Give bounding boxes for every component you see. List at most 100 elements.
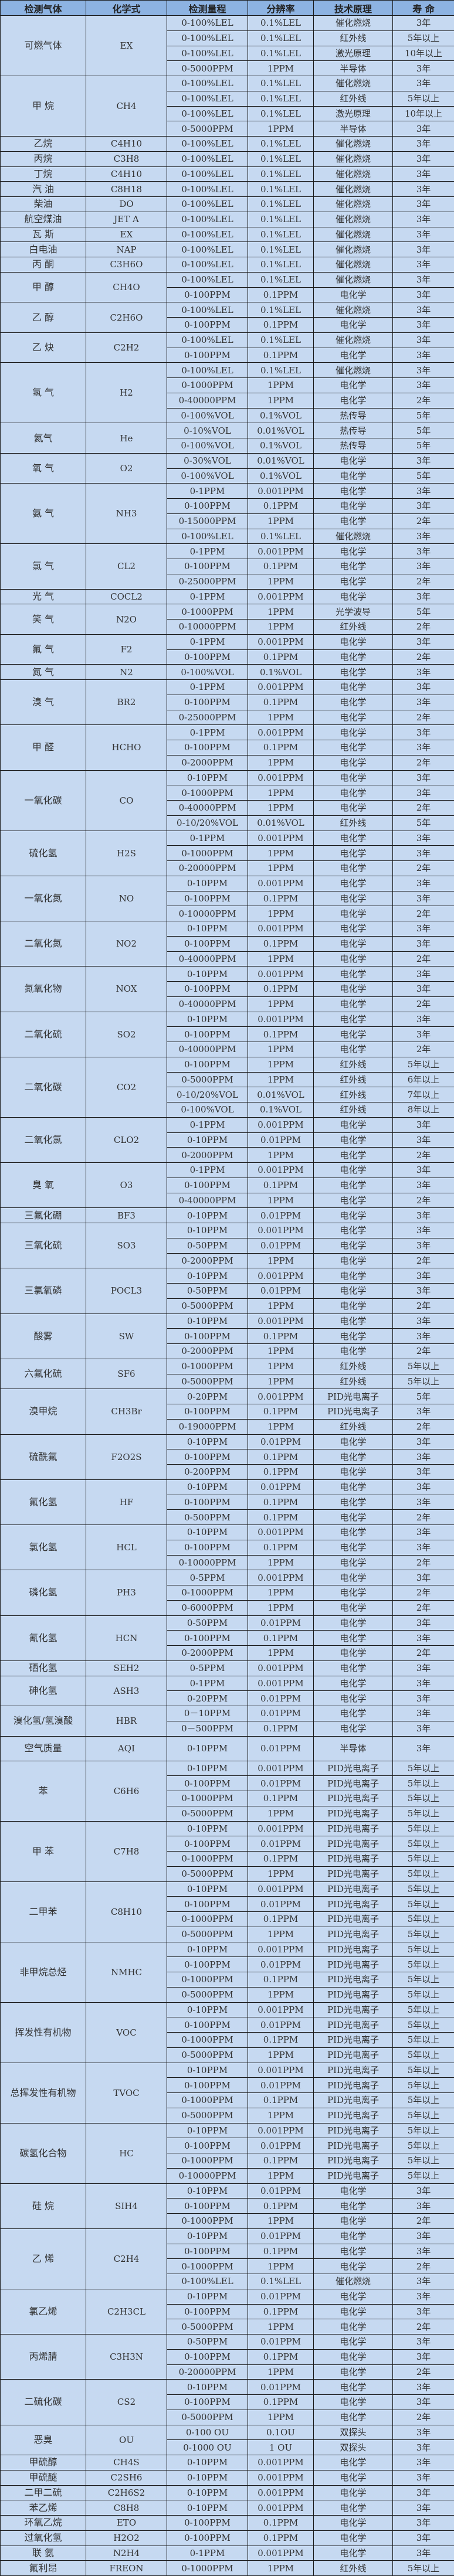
- principle-cell: PID光电离子: [314, 2047, 393, 2063]
- lifetime-cell: 3年: [393, 1615, 454, 1631]
- formula-cell: C2H2: [86, 332, 167, 363]
- range-cell: 0-100%LEL: [167, 242, 248, 257]
- range-cell: 0-100PPM: [167, 1178, 248, 1193]
- principle-cell: PID光电离子: [314, 2093, 393, 2108]
- principle-cell: 电化学: [314, 2530, 393, 2546]
- range-cell: 0-100PPM: [167, 649, 248, 665]
- resolution-cell: 0.1PPM: [248, 2033, 314, 2048]
- principle-cell: PID光电离子: [314, 2138, 393, 2153]
- lifetime-cell: 3年: [393, 242, 454, 257]
- gas-name-cell: 氯 气: [1, 544, 86, 589]
- principle-cell: 催化燃烧: [314, 2274, 393, 2289]
- gas-name-cell: 苯乙烯: [1, 2500, 86, 2516]
- range-cell: 0-2000PPM: [167, 1148, 248, 1163]
- range-cell: 0-20000PPM: [167, 861, 248, 876]
- lifetime-cell: 5年以上: [393, 2047, 454, 2063]
- principle-cell: 半导体: [314, 61, 393, 76]
- principle-cell: PID光电离子: [314, 1927, 393, 1942]
- range-cell: 0-100PPM: [167, 982, 248, 997]
- principle-cell: PID光电离子: [314, 1776, 393, 1791]
- lifetime-cell: 5年以上: [393, 1866, 454, 1881]
- resolution-cell: 1PPM: [248, 1866, 314, 1881]
- resolution-cell: 0.1PPM: [248, 695, 314, 710]
- range-cell: 0-5000PPM: [167, 61, 248, 76]
- range-cell: 0-1000PPM: [167, 1972, 248, 1988]
- resolution-cell: 0.1PPM: [248, 1329, 314, 1344]
- range-cell: 0－10PPM: [167, 1706, 248, 1721]
- resolution-cell: 0.1%LEL: [248, 272, 314, 287]
- gas-name-cell: 氰化氢: [1, 1615, 86, 1660]
- range-cell: 0-1PPM: [167, 1117, 248, 1132]
- resolution-cell: 1PPM: [248, 2561, 314, 2576]
- principle-cell: 电化学: [314, 2500, 393, 2516]
- resolution-cell: 0.01PPM: [248, 1479, 314, 1495]
- resolution-cell: 0.1PPM: [248, 2516, 314, 2531]
- lifetime-cell: 3年: [393, 1238, 454, 1253]
- gas-name-cell: 氧 气: [1, 453, 86, 484]
- principle-cell: 电化学: [314, 2455, 393, 2470]
- resolution-cell: 0.1PPM: [248, 559, 314, 574]
- principle-cell: PID光电离子: [314, 2002, 393, 2017]
- formula-cell: BF3: [86, 1208, 167, 1223]
- resolution-cell: 1PPM: [248, 1555, 314, 1570]
- lifetime-cell: 3年: [393, 1117, 454, 1132]
- gas-name-cell: 总挥发性有机物: [1, 2063, 86, 2123]
- range-cell: 0-10000PPM: [167, 1555, 248, 1570]
- resolution-cell: 0.001PPM: [248, 544, 314, 559]
- range-cell: 0-50PPM: [167, 2335, 248, 2350]
- range-cell: 0-50PPM: [167, 1284, 248, 1299]
- range-cell: 0-5PPM: [167, 1660, 248, 1676]
- resolution-cell: 1PPM: [248, 2168, 314, 2183]
- principle-cell: 红外线: [314, 1072, 393, 1087]
- principle-cell: 电化学: [314, 891, 393, 906]
- formula-cell: JET A: [86, 212, 167, 227]
- gas-name-cell: 二氧化氯: [1, 1117, 86, 1162]
- principle-cell: 电化学: [314, 1434, 393, 1449]
- formula-cell: C4H10: [86, 137, 167, 152]
- lifetime-cell: 5年以上: [393, 2033, 454, 2048]
- lifetime-cell: 5年以上: [393, 1359, 454, 1374]
- range-cell: 0-10PPM: [167, 1821, 248, 1836]
- range-cell: 0-1000PPM: [167, 604, 248, 620]
- principle-cell: 红外线: [314, 1374, 393, 1389]
- range-cell: 0-100%VOL: [167, 665, 248, 680]
- range-cell: 0-10PPM: [167, 1132, 248, 1148]
- resolution-cell: 0.1PPM: [248, 936, 314, 951]
- principle-cell: 电化学: [314, 1253, 393, 1268]
- lifetime-cell: 3年: [393, 212, 454, 227]
- resolution-cell: 0.01PPM: [248, 1615, 314, 1631]
- range-cell: 0-100PPM: [167, 499, 248, 514]
- lifetime-cell: 3年: [393, 2304, 454, 2319]
- resolution-cell: 1PPM: [248, 710, 314, 725]
- lifetime-cell: 2年: [393, 1419, 454, 1434]
- principle-cell: 红外线: [314, 2561, 393, 2576]
- principle-cell: 电化学: [314, 2546, 393, 2561]
- resolution-cell: 0.001PPM: [248, 1570, 314, 1585]
- range-cell: 0-19000PPM: [167, 1419, 248, 1434]
- lifetime-cell: 10年以上: [393, 46, 454, 61]
- principle-cell: 电化学: [314, 1721, 393, 1736]
- principle-cell: 电化学: [314, 680, 393, 695]
- lifetime-cell: 3年: [393, 1660, 454, 1676]
- range-cell: 0-100PPM: [167, 891, 248, 906]
- range-cell: 0-100PPM: [167, 348, 248, 363]
- range-cell: 0-100PPM: [167, 1495, 248, 1510]
- principle-cell: 电化学: [314, 1660, 393, 1676]
- resolution-cell: 0.01PPM: [248, 2183, 314, 2199]
- resolution-cell: 0.1%LEL: [248, 182, 314, 197]
- range-cell: 0-100%VOL: [167, 468, 248, 484]
- range-cell: 0-100%LEL: [167, 182, 248, 197]
- lifetime-cell: 3年: [393, 16, 454, 31]
- range-cell: 0-10PPM: [167, 2380, 248, 2395]
- range-cell: 0-10PPM: [167, 2063, 248, 2078]
- formula-cell: SEH2: [86, 1660, 167, 1676]
- lifetime-cell: 3年: [393, 1736, 454, 1761]
- resolution-cell: 0.001PPM: [248, 2470, 314, 2485]
- range-cell: 0-100PPM: [167, 2017, 248, 2033]
- range-cell: 0-1PPM: [167, 484, 248, 499]
- principle-cell: 电化学: [314, 318, 393, 333]
